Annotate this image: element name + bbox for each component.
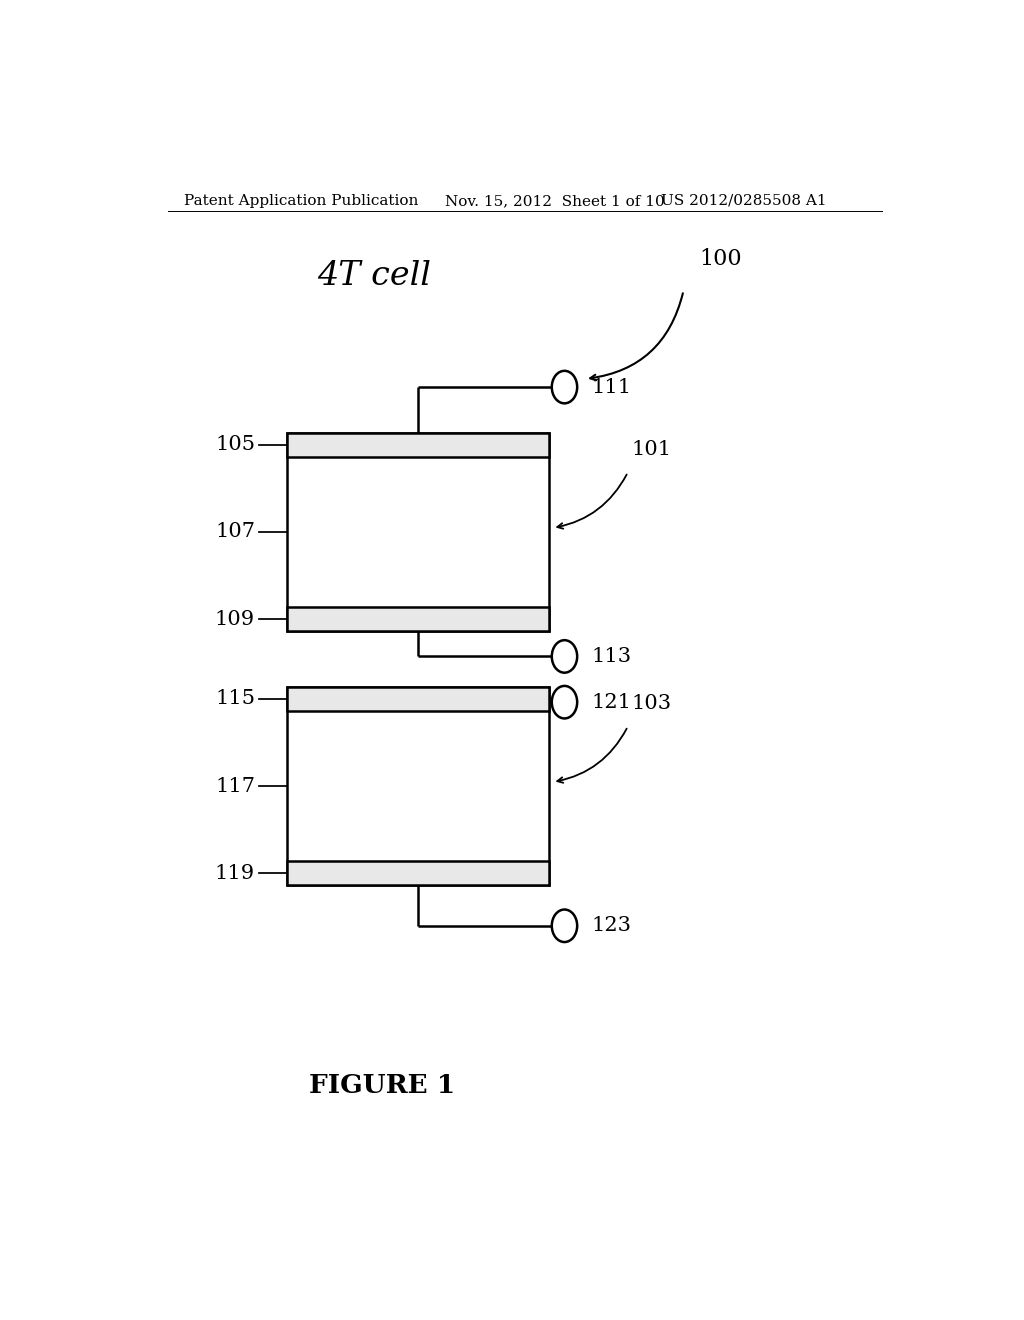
Bar	[287, 686, 549, 886]
Text: 115: 115	[215, 689, 255, 709]
Text: 119: 119	[215, 863, 255, 883]
Text: 123: 123	[592, 916, 632, 936]
Text: 105: 105	[215, 436, 255, 454]
Bar	[287, 862, 549, 886]
Text: FIGURE 1: FIGURE 1	[309, 1073, 455, 1098]
Bar	[287, 433, 549, 457]
Circle shape	[552, 640, 578, 673]
Circle shape	[552, 371, 578, 404]
Circle shape	[552, 909, 578, 942]
Text: 100: 100	[699, 248, 742, 271]
Text: 4T cell: 4T cell	[317, 260, 431, 292]
Text: 103: 103	[632, 694, 672, 713]
Text: 113: 113	[592, 647, 632, 665]
Text: 111: 111	[592, 378, 632, 396]
Circle shape	[552, 686, 578, 718]
Bar	[287, 607, 549, 631]
Bar	[287, 686, 549, 710]
Text: Patent Application Publication: Patent Application Publication	[183, 194, 418, 209]
Text: US 2012/0285508 A1: US 2012/0285508 A1	[660, 194, 826, 209]
Bar	[287, 433, 549, 631]
Text: 117: 117	[215, 776, 255, 796]
Text: 101: 101	[632, 440, 672, 459]
Text: 109: 109	[215, 610, 255, 628]
Text: 121: 121	[592, 693, 632, 711]
Text: Nov. 15, 2012  Sheet 1 of 10: Nov. 15, 2012 Sheet 1 of 10	[445, 194, 666, 209]
Text: 107: 107	[215, 523, 255, 541]
